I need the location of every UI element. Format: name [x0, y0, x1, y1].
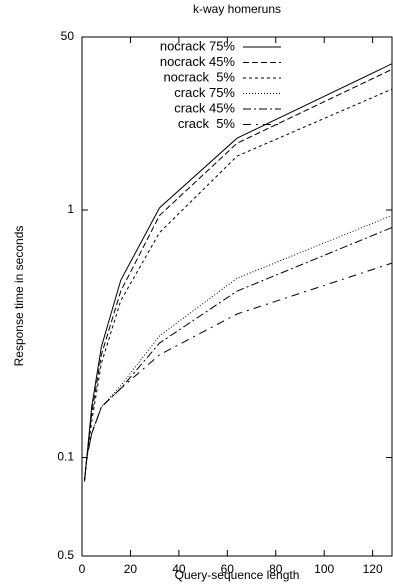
legend-label: crack 75%	[174, 85, 235, 100]
y-tick-label: 0.5	[57, 548, 74, 562]
series-line	[83, 215, 393, 482]
x-tick-label: 100	[314, 562, 334, 576]
x-tick-label: 60	[221, 562, 235, 576]
x-tick-label: 0	[79, 562, 86, 576]
y-tick-label: 1	[67, 202, 74, 216]
series-line	[83, 63, 393, 482]
y-axis-label: Response time in seconds	[12, 226, 26, 367]
y-tick-label: 0.1	[57, 450, 74, 464]
plot-frame	[81, 36, 393, 557]
x-tick-label: 80	[269, 562, 283, 576]
x-tick-label: 40	[172, 562, 186, 576]
legend-label: crack 5%	[178, 116, 236, 131]
x-axis-label: Query-sequence length	[175, 568, 300, 582]
series-line	[83, 227, 393, 482]
legend-label: nocrack 5%	[163, 69, 235, 84]
legend-label: nocrack 75%	[160, 38, 236, 53]
x-tick-label: 20	[124, 562, 138, 576]
series-line	[83, 262, 393, 482]
y-tick-label: 50	[61, 29, 75, 43]
chart-title: k-way homeruns	[193, 2, 281, 16]
series-line	[83, 88, 393, 482]
legend-label: crack 45%	[174, 100, 235, 115]
x-tick-label: 120	[363, 562, 383, 576]
series-line	[83, 68, 393, 482]
legend-label: nocrack 45%	[160, 54, 236, 69]
